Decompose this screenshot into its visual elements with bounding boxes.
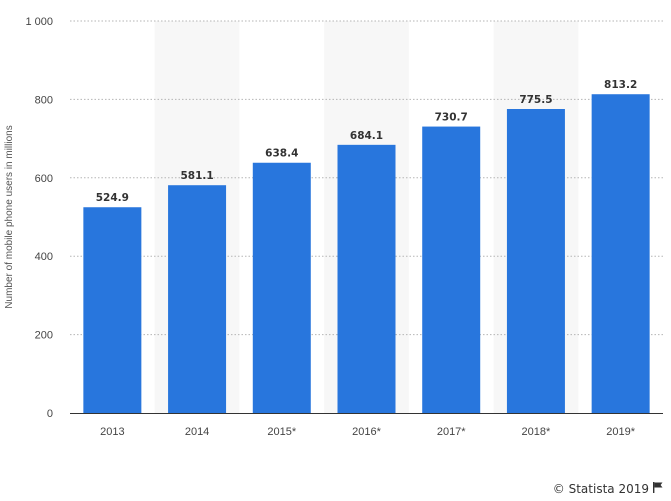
y-tick-label: 400 bbox=[35, 251, 53, 263]
bar-2015* bbox=[252, 162, 311, 413]
y-axis-ticks: 0 200 400 600 800 1 000 bbox=[25, 16, 53, 420]
x-tick-label: 2013 bbox=[100, 426, 124, 438]
x-tick-label: 2017* bbox=[437, 426, 466, 438]
x-tick-label: 2016* bbox=[352, 426, 381, 438]
bar-2013 bbox=[83, 207, 142, 413]
bar-2016* bbox=[337, 144, 396, 413]
y-tick-label: 200 bbox=[35, 330, 53, 342]
bar-2014 bbox=[168, 185, 227, 413]
bar-value-label: 581.1 bbox=[180, 170, 213, 182]
y-axis-label: Number of mobile phone users in millions bbox=[4, 125, 15, 308]
flag-icon bbox=[653, 482, 663, 496]
bar-value-label: 524.9 bbox=[96, 192, 129, 204]
bar-2019* bbox=[591, 94, 650, 414]
bar-value-label: 813.2 bbox=[604, 79, 637, 91]
x-tick-label: 2018* bbox=[522, 426, 551, 438]
x-tick-label: 2019* bbox=[606, 426, 635, 438]
statista-credit[interactable]: © Statista 2019 bbox=[553, 482, 663, 496]
x-tick-label: 2014 bbox=[185, 426, 209, 438]
y-tick-label: 1 000 bbox=[25, 16, 53, 28]
bar-value-label: 638.4 bbox=[265, 148, 298, 160]
x-tick-label: 2015* bbox=[267, 426, 296, 438]
x-axis-ticks: 2013 2014 2015* 2016* 2017* 2018* 2019* bbox=[100, 426, 636, 438]
bar-value-labels: 524.9 581.1 638.4 684.1 730.7 775.5 813.2 bbox=[96, 79, 638, 204]
bars bbox=[83, 94, 650, 414]
y-tick-label: 0 bbox=[47, 408, 53, 420]
bar-value-label: 684.1 bbox=[350, 130, 383, 142]
bar-2018* bbox=[506, 109, 565, 413]
y-tick-label: 600 bbox=[35, 173, 53, 185]
bar-value-label: 730.7 bbox=[435, 112, 468, 124]
bar-2017* bbox=[422, 126, 481, 413]
credit-text: © Statista 2019 bbox=[552, 482, 649, 496]
bar-value-label: 775.5 bbox=[519, 94, 552, 106]
y-tick-label: 800 bbox=[35, 94, 53, 106]
